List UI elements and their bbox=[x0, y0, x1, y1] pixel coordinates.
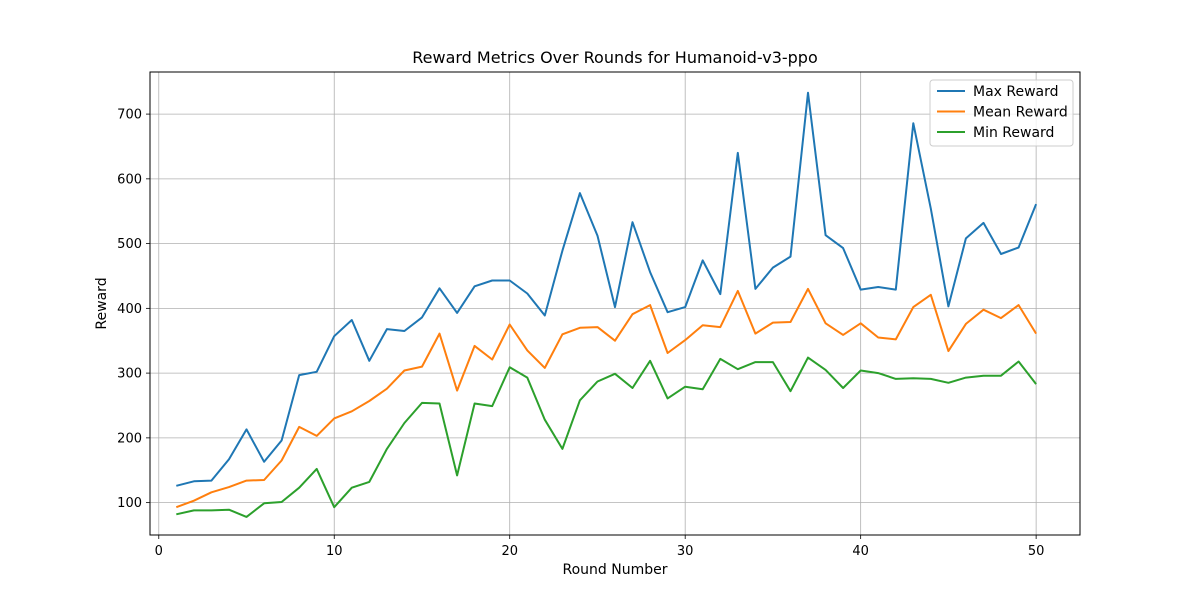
x-tick-label: 0 bbox=[155, 544, 163, 559]
y-tick-label: 100 bbox=[117, 496, 142, 511]
legend-box bbox=[929, 79, 1074, 147]
x-axis-label: Round Number bbox=[563, 562, 668, 578]
plot-area-frame bbox=[149, 71, 1081, 536]
series-line-max-reward bbox=[176, 91, 1038, 487]
legend: Max Reward Mean Reward Min Reward bbox=[929, 79, 1074, 147]
legend-label-min-reward: Min Reward bbox=[973, 125, 1054, 141]
series-line-mean-reward bbox=[175, 287, 1037, 509]
legend-label-mean-reward: Mean Reward bbox=[973, 105, 1068, 121]
y-tick-label: 500 bbox=[117, 237, 142, 252]
series-lines bbox=[175, 91, 1038, 518]
x-tick-label: 20 bbox=[501, 544, 518, 559]
series-line-min-reward bbox=[176, 356, 1037, 518]
x-tick-label: 50 bbox=[1028, 544, 1045, 559]
y-tick-label: 400 bbox=[117, 302, 142, 317]
legend-label-max-reward: Max Reward bbox=[973, 84, 1059, 100]
x-tick-label: 30 bbox=[677, 544, 694, 559]
y-tick-label: 700 bbox=[117, 108, 142, 123]
y-tick-label: 200 bbox=[117, 431, 142, 446]
y-tick-label: 600 bbox=[117, 172, 142, 187]
axis-ticks: 0 10 20 30 40 50 100 200 300 400 500 600 700 bbox=[117, 108, 1044, 559]
x-tick-label: 10 bbox=[326, 544, 343, 559]
x-tick-label: 40 bbox=[852, 544, 869, 559]
y-axis-label: Reward bbox=[94, 277, 110, 329]
chart-title: Reward Metrics Over Rounds for Humanoid-… bbox=[412, 48, 818, 67]
y-tick-label: 300 bbox=[117, 367, 142, 382]
